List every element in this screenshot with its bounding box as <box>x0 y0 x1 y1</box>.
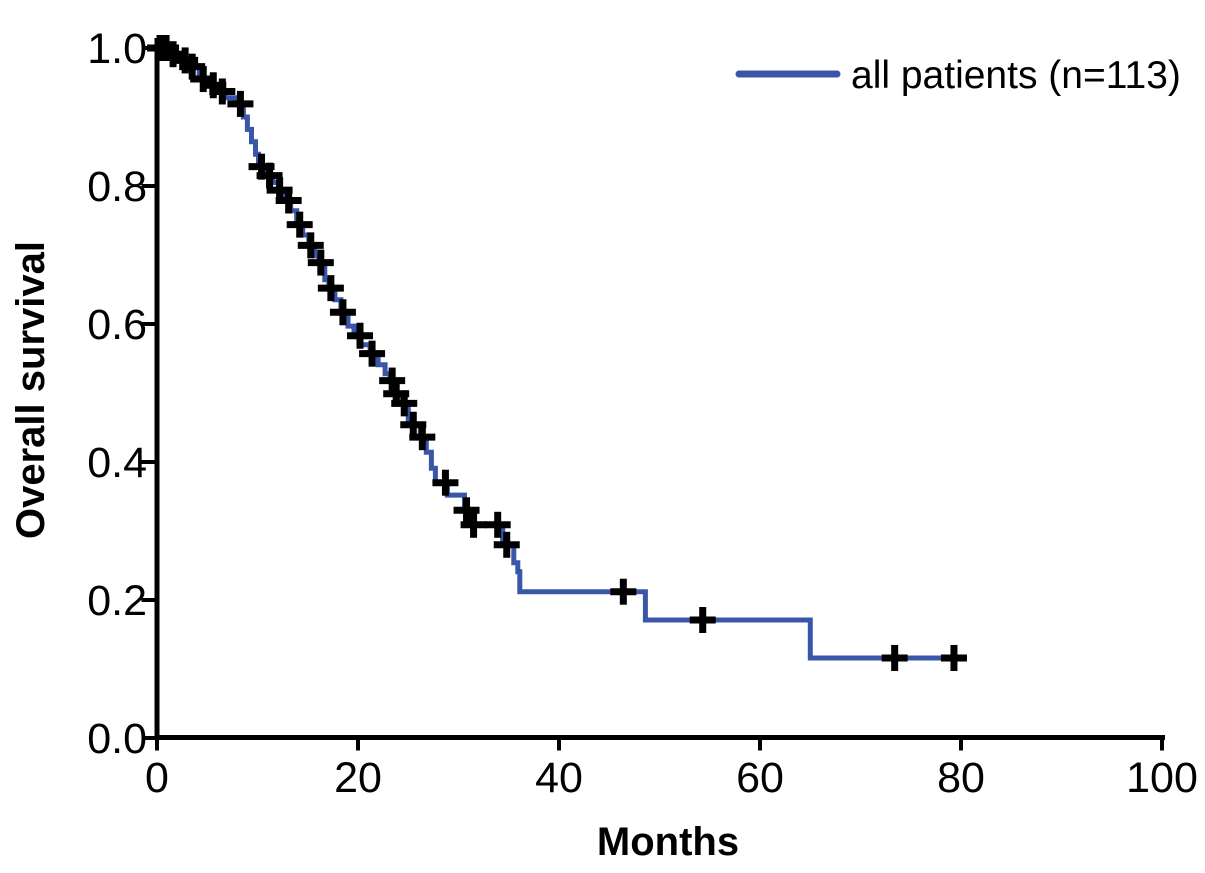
censor-plus-mark <box>329 299 356 326</box>
x-tick-label: 0 <box>145 754 169 802</box>
censor-plus-mark <box>409 424 436 451</box>
censor-plus-mark <box>209 78 236 105</box>
x-axis-ticks: 0 20 40 60 80 100 <box>145 737 1198 802</box>
censor-plus-mark <box>379 367 406 394</box>
y-axis-title: Overall survival <box>9 241 53 539</box>
y-tick-label: 0.6 <box>87 301 147 349</box>
censor-plus-mark <box>432 469 459 496</box>
axes <box>154 38 1165 740</box>
km-step-curve <box>157 45 957 661</box>
censor-plus-mark <box>227 90 254 117</box>
legend-label: all patients (n=113) <box>851 54 1181 97</box>
y-tick-label: 0.0 <box>87 715 147 763</box>
censor-plus-mark <box>347 322 374 349</box>
censor-plus-mark <box>256 162 283 189</box>
censor-plus-mark <box>610 578 637 605</box>
x-tick-label: 60 <box>736 754 784 802</box>
censor-plus-mark <box>307 249 334 276</box>
x-tick-label: 20 <box>334 754 382 802</box>
x-tick-label: 100 <box>1126 754 1198 802</box>
y-tick-label: 1.0 <box>87 25 147 73</box>
x-axis-title: Months <box>597 820 739 864</box>
censor-plus-mark <box>275 187 302 214</box>
censor-plus-mark <box>493 531 520 558</box>
censor-plus-mark <box>940 644 967 671</box>
censor-plus-mark <box>391 390 418 417</box>
censor-plus-mark <box>297 232 324 259</box>
censor-plus-mark <box>317 275 344 302</box>
censor-plus-mark <box>484 511 511 538</box>
x-tick-label: 80 <box>937 754 985 802</box>
censor-marks <box>147 35 967 671</box>
y-tick-label: 0.4 <box>87 439 147 487</box>
y-tick-label: 0.8 <box>87 163 147 211</box>
censor-plus-mark <box>286 211 313 238</box>
legend: all patients (n=113) <box>735 54 1181 97</box>
censor-plus-mark <box>689 607 716 634</box>
censor-plus-mark <box>453 497 480 524</box>
censor-plus-mark <box>460 511 487 538</box>
censor-plus-mark <box>359 340 386 367</box>
survival-curve-series <box>157 45 957 661</box>
y-axis-ticks: 0.0 0.2 0.4 0.6 0.8 1.0 <box>87 25 157 763</box>
y-tick-label: 0.2 <box>87 577 147 625</box>
censor-plus-mark <box>881 644 908 671</box>
x-tick-label: 40 <box>535 754 583 802</box>
